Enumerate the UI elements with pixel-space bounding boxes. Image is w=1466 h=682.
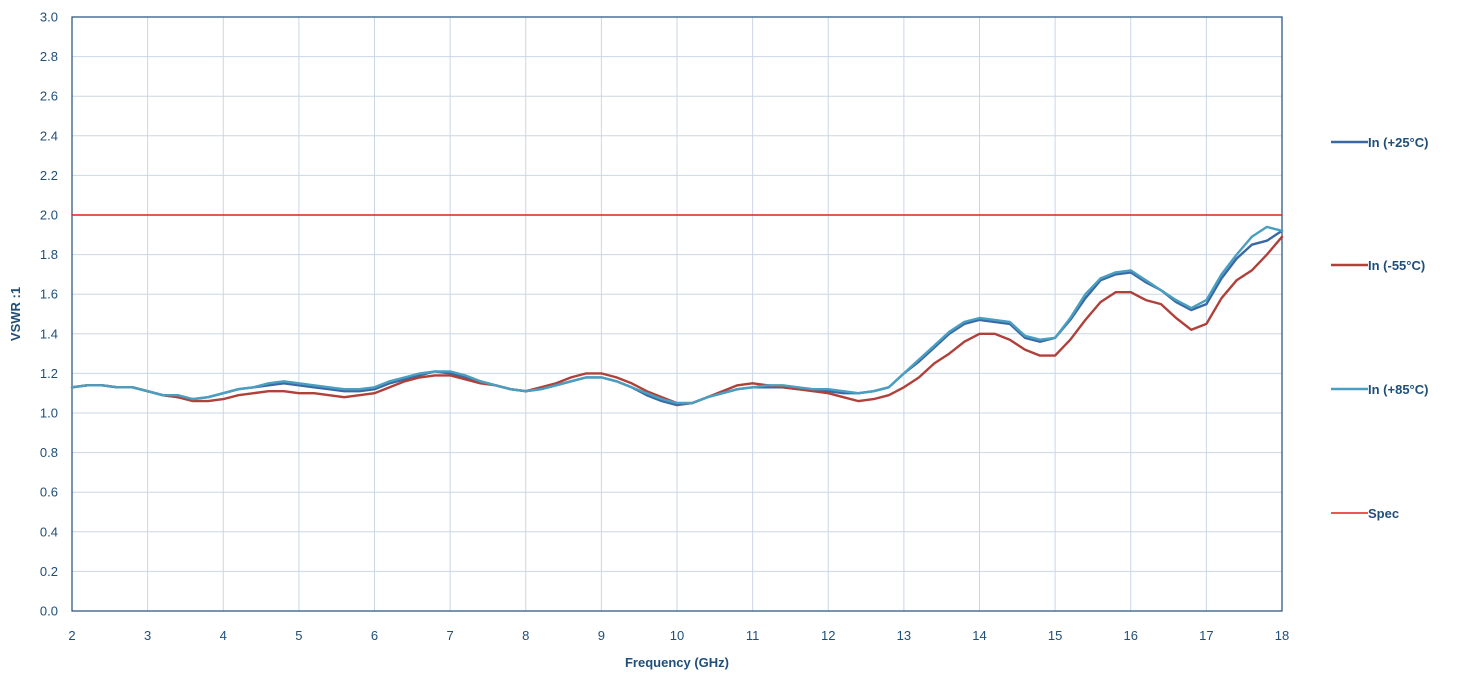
y-tick-label: 3.0	[40, 10, 58, 25]
x-tick-label: 5	[295, 628, 302, 643]
x-tick-label: 14	[972, 628, 986, 643]
y-tick-label: 0.6	[40, 485, 58, 500]
x-tick-label: 13	[897, 628, 911, 643]
y-tick-label: 2.8	[40, 49, 58, 64]
y-tick-label: 1.2	[40, 366, 58, 381]
x-tick-label: 4	[220, 628, 227, 643]
x-tick-label: 7	[447, 628, 454, 643]
y-tick-label: 0.4	[40, 524, 58, 539]
y-tick-label: 1.6	[40, 287, 58, 302]
y-tick-label: 1.4	[40, 326, 58, 341]
x-tick-label: 16	[1124, 628, 1138, 643]
y-tick-label: 1.0	[40, 406, 58, 421]
x-tick-label: 2	[68, 628, 75, 643]
x-tick-label: 6	[371, 628, 378, 643]
y-tick-label: 2.4	[40, 128, 58, 143]
y-tick-label: 0.2	[40, 564, 58, 579]
legend-label: In (+25°C)	[1368, 135, 1428, 150]
grid	[72, 17, 1282, 611]
legend-label: In (+85°C)	[1368, 382, 1428, 397]
y-tick-label: 2.0	[40, 208, 58, 223]
x-axis-title: Frequency (GHz)	[625, 655, 729, 670]
legend-label: Spec	[1368, 506, 1399, 521]
y-tick-label: 0.0	[40, 604, 58, 619]
x-tick-label: 11	[746, 628, 760, 643]
y-axis-title: VSWR :1	[8, 287, 23, 341]
x-tick-label: 10	[670, 628, 684, 643]
legend: In (+25°C) In (-55°C) In (+85°C) Spec	[1331, 135, 1428, 521]
x-tick-label: 18	[1275, 628, 1289, 643]
y-tick-label: 2.6	[40, 89, 58, 104]
x-axis-tick-labels: 2 3 4 5 6 7 8 9 10 11 12 13 14 15 16 17 18	[68, 628, 1289, 643]
legend-label: In (-55°C)	[1368, 258, 1425, 273]
x-tick-label: 8	[522, 628, 529, 643]
x-tick-label: 9	[598, 628, 605, 643]
x-tick-label: 12	[821, 628, 835, 643]
x-tick-label: 15	[1048, 628, 1062, 643]
x-tick-label: 3	[144, 628, 151, 643]
y-tick-label: 1.8	[40, 247, 58, 262]
x-tick-label: 17	[1199, 628, 1213, 643]
y-axis-tick-labels: 0.0 0.2 0.4 0.6 0.8 1.0 1.2 1.4 1.6 1.8 2.0 2.2 2.4 2…	[40, 10, 58, 619]
y-tick-label: 2.2	[40, 168, 58, 183]
y-tick-label: 0.8	[40, 445, 58, 460]
